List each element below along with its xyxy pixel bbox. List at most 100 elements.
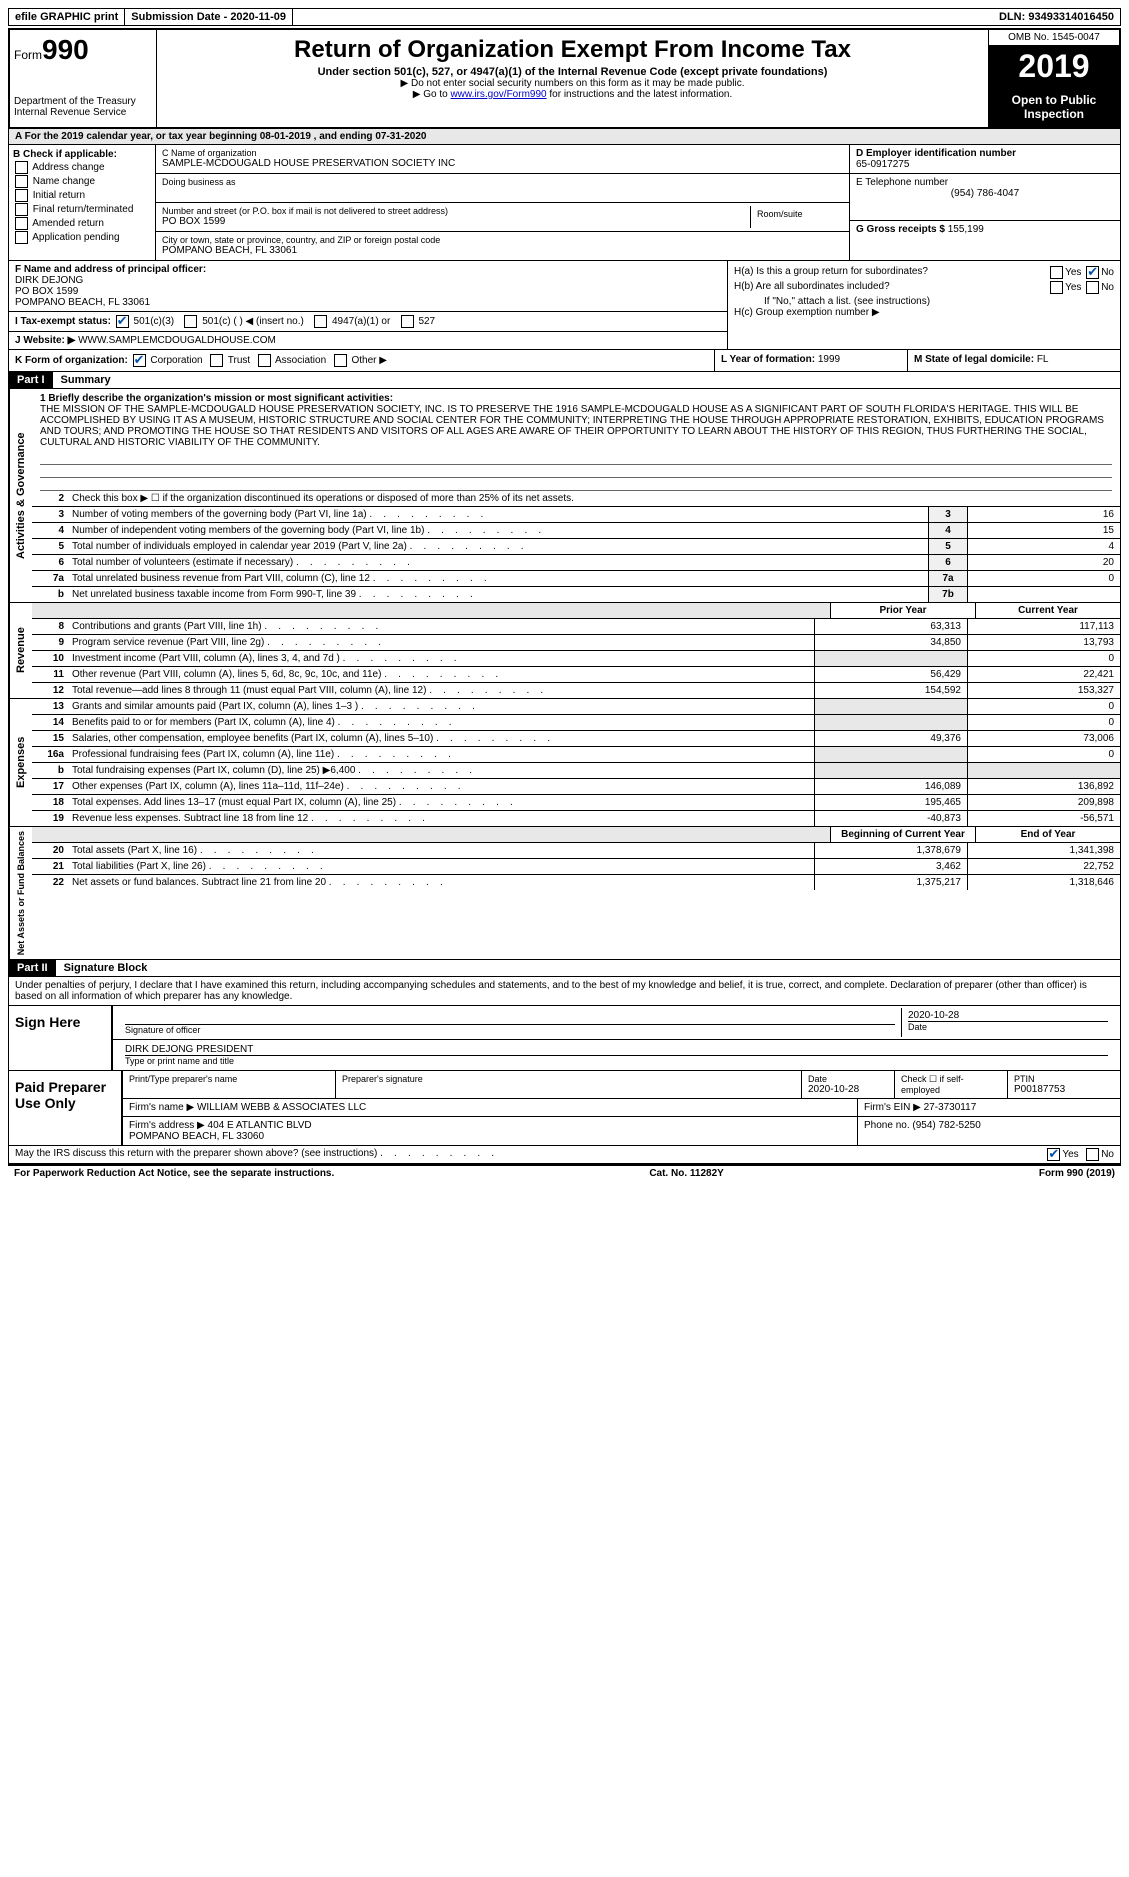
side-label-exp: Expenses <box>9 699 32 826</box>
officer-value: DIRK DEJONG PO BOX 1599 POMPANO BEACH, F… <box>15 275 721 308</box>
form-subtitle: Under section 501(c), 527, or 4947(a)(1)… <box>165 66 980 78</box>
chk-501c[interactable] <box>184 315 197 328</box>
paid-preparer-label: Paid Preparer Use Only <box>9 1071 123 1145</box>
data-line: 10Investment income (Part VIII, column (… <box>32 651 1120 667</box>
side-label-net: Net Assets or Fund Balances <box>9 827 32 959</box>
gov-line: 6Total number of volunteers (estimate if… <box>32 555 1120 571</box>
k-label: K Form of organization: <box>15 355 128 366</box>
gross-label: G Gross receipts $ <box>856 224 945 235</box>
chk-initial-return[interactable]: Initial return <box>13 189 151 202</box>
paid-preparer-section: Paid Preparer Use Only Print/Type prepar… <box>8 1071 1121 1146</box>
dba-label: Doing business as <box>162 177 843 187</box>
efile-label: efile GRAPHIC print <box>9 9 125 25</box>
revenue-section: Revenue Prior Year Current Year 8Contrib… <box>8 603 1121 699</box>
data-line: bTotal fundraising expenses (Part IX, co… <box>32 763 1120 779</box>
ein-label: D Employer identification number <box>856 148 1114 159</box>
submission-date: Submission Date - 2020-11-09 <box>125 9 293 25</box>
chk-association[interactable] <box>258 354 271 367</box>
data-line: 15Salaries, other compensation, employee… <box>32 731 1120 747</box>
room-label: Room/suite <box>757 209 837 219</box>
chk-address-change[interactable]: Address change <box>13 161 151 174</box>
chk-ha-no[interactable] <box>1086 266 1099 279</box>
part1-title: Summary <box>53 372 119 388</box>
form-note1: ▶ Do not enter social security numbers o… <box>165 78 980 89</box>
chk-501c3[interactable] <box>116 315 129 328</box>
gov-line: 5Total number of individuals employed in… <box>32 539 1120 555</box>
chk-ha-yes[interactable] <box>1050 266 1063 279</box>
form-title: Return of Organization Exempt From Incom… <box>165 36 980 64</box>
part1-badge: Part I <box>9 372 53 388</box>
row-a-tax-year: A For the 2019 calendar year, or tax yea… <box>8 129 1121 145</box>
data-line: 9Program service revenue (Part VIII, lin… <box>32 635 1120 651</box>
end-year-header: End of Year <box>975 827 1120 842</box>
firm-ein-label: Firm's EIN ▶ <box>864 1102 921 1113</box>
chk-discuss-yes[interactable] <box>1047 1148 1060 1161</box>
phone-value: (954) 786-4047 <box>856 188 1114 199</box>
irs-link[interactable]: www.irs.gov/Form990 <box>450 89 546 100</box>
data-line: 19Revenue less expenses. Subtract line 1… <box>32 811 1120 826</box>
m-value: FL <box>1037 354 1049 365</box>
chk-other[interactable] <box>334 354 347 367</box>
data-line: 22Net assets or fund balances. Subtract … <box>32 875 1120 890</box>
section-fh: F Name and address of principal officer:… <box>8 261 1121 350</box>
chk-final-return[interactable]: Final return/terminated <box>13 203 151 216</box>
net-assets-section: Net Assets or Fund Balances Beginning of… <box>8 827 1121 960</box>
form-word: Form <box>14 48 42 62</box>
blank-line <box>40 478 1112 491</box>
chk-527[interactable] <box>401 315 414 328</box>
l-label: L Year of formation: <box>721 354 815 365</box>
form-note2-post: for instructions and the latest informat… <box>547 89 733 100</box>
chk-corporation[interactable] <box>133 354 146 367</box>
ptin-label: PTIN <box>1014 1074 1114 1084</box>
city-label: City or town, state or province, country… <box>162 235 843 245</box>
org-name: SAMPLE-MCDOUGALD HOUSE PRESERVATION SOCI… <box>162 158 843 169</box>
paperwork-notice: For Paperwork Reduction Act Notice, see … <box>14 1168 334 1179</box>
officer-name-label: Type or print name and title <box>125 1055 1108 1066</box>
firm-name-label: Firm's name ▶ <box>129 1102 194 1113</box>
col-b-title: B Check if applicable: <box>13 149 151 160</box>
chk-hb-no[interactable] <box>1086 281 1099 294</box>
tax-status-label: I Tax-exempt status: <box>15 316 111 327</box>
website-value: WWW.SAMPLEMCDOUGALDHOUSE.COM <box>78 335 276 346</box>
firm-addr-label: Firm's address ▶ <box>129 1120 205 1131</box>
sig-date: 2020-10-28 <box>908 1010 1108 1021</box>
data-line: 12Total revenue—add lines 8 through 11 (… <box>32 683 1120 698</box>
org-name-label: C Name of organization <box>162 148 843 158</box>
firm-name: WILLIAM WEBB & ASSOCIATES LLC <box>197 1102 366 1113</box>
tax-year: 2019 <box>989 46 1119 87</box>
form-footer: Form 990 (2019) <box>1039 1168 1115 1179</box>
top-bar: efile GRAPHIC print Submission Date - 20… <box>8 8 1121 26</box>
chk-hb-yes[interactable] <box>1050 281 1063 294</box>
chk-discuss-no[interactable] <box>1086 1148 1099 1161</box>
chk-trust[interactable] <box>210 354 223 367</box>
ein-value: 65-0917275 <box>856 159 1114 170</box>
perjury-statement: Under penalties of perjury, I declare th… <box>9 977 1120 1006</box>
data-line: 18Total expenses. Add lines 13–17 (must … <box>32 795 1120 811</box>
prep-date-value: 2020-10-28 <box>808 1084 888 1095</box>
street-value: PO BOX 1599 <box>162 216 750 227</box>
chk-application-pending[interactable]: Application pending <box>13 231 151 244</box>
officer-label: F Name and address of principal officer: <box>15 264 721 275</box>
street-label: Number and street (or P.O. box if mail i… <box>162 206 750 216</box>
gov-line: 7aTotal unrelated business revenue from … <box>32 571 1120 587</box>
form-header: Form990 Department of the Treasury Inter… <box>8 28 1121 129</box>
hb-label: H(b) Are all subordinates included? <box>734 281 890 294</box>
prep-selfemp: Check ☐ if self-employed <box>895 1071 1008 1098</box>
gov-line: 3Number of voting members of the governi… <box>32 507 1120 523</box>
ha-label: H(a) Is this a group return for subordin… <box>734 266 928 279</box>
gov-line: 4Number of independent voting members of… <box>32 523 1120 539</box>
side-label-rev: Revenue <box>9 603 32 698</box>
chk-amended-return[interactable]: Amended return <box>13 217 151 230</box>
part2-badge: Part II <box>9 960 56 976</box>
mission-text: THE MISSION OF THE SAMPLE-MCDOUGALD HOUS… <box>40 404 1112 448</box>
hb-note: If "No," attach a list. (see instruction… <box>734 296 1114 307</box>
signature-block: Under penalties of perjury, I declare th… <box>8 977 1121 1071</box>
hc-label: H(c) Group exemption number ▶ <box>734 307 1114 318</box>
chk-4947[interactable] <box>314 315 327 328</box>
website-label: J Website: ▶ <box>15 335 75 346</box>
page-footer: For Paperwork Reduction Act Notice, see … <box>8 1164 1121 1181</box>
firm-ein: 27-3730117 <box>924 1102 977 1113</box>
data-line: 8Contributions and grants (Part VIII, li… <box>32 619 1120 635</box>
sign-here-label: Sign Here <box>9 1006 113 1070</box>
chk-name-change[interactable]: Name change <box>13 175 151 188</box>
